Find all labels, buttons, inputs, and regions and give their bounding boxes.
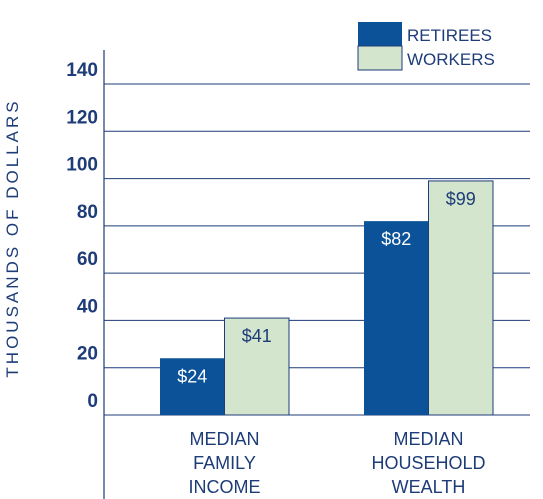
y-tick-label: 40	[77, 296, 98, 317]
legend-swatch	[358, 22, 402, 46]
y-tick-label: 20	[77, 344, 98, 365]
y-tick-label: 80	[77, 202, 98, 223]
value-label: $41	[242, 326, 272, 346]
bar	[160, 358, 225, 415]
y-tick-label: 0	[87, 391, 98, 412]
x-tick-label-line: WEALTH	[392, 477, 466, 497]
value-label: $24	[177, 366, 207, 386]
x-tick-label-line: MEDIAN	[393, 429, 463, 449]
value-label: $82	[381, 229, 411, 249]
bar	[224, 317, 290, 416]
x-tick-label-line: FAMILY	[193, 453, 256, 473]
x-tick-label-line: HOUSEHOLD	[371, 453, 485, 473]
y-tick-label: 120	[66, 107, 98, 128]
y-tick-label: 140	[66, 60, 98, 81]
x-tick-label: MEDIAN HOUSEHOLD WEALTH	[371, 429, 485, 497]
x-tick-label-line: MEDIAN	[189, 429, 259, 449]
y-tick-label: 60	[77, 249, 98, 270]
y-tick-label: 100	[66, 155, 98, 176]
y-axis-title: THOUSANDS OF DOLLARS	[3, 98, 22, 377]
legend-label: WORKERS	[407, 50, 495, 69]
bar	[364, 221, 429, 415]
x-tick-label: MEDIAN FAMILY INCOME	[189, 429, 261, 497]
x-tick-label-line: INCOME	[189, 477, 261, 497]
legend-label: RETIREES	[407, 26, 492, 45]
legend-swatch	[357, 45, 403, 71]
bar	[428, 180, 494, 416]
value-label: $99	[446, 189, 476, 209]
